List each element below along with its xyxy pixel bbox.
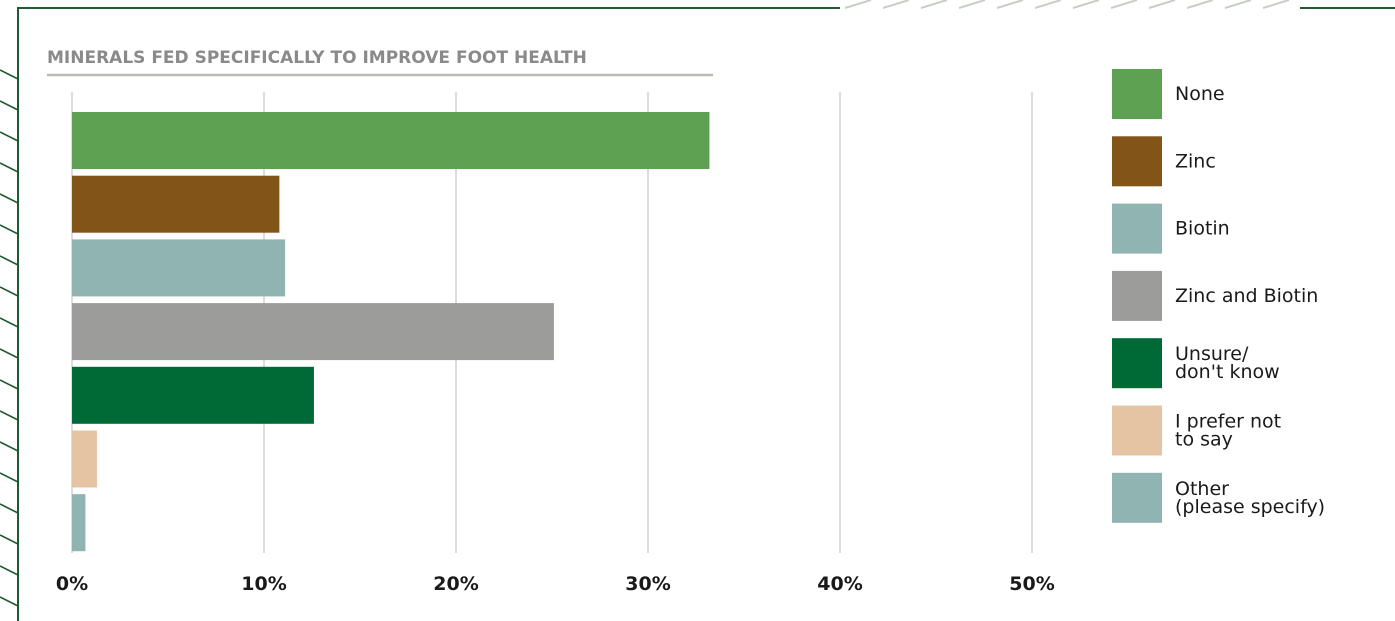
hatch-mark — [1110, 0, 1138, 9]
hatch-mark — [844, 0, 872, 9]
x-tick-label: 50% — [1009, 573, 1054, 595]
legend-label: None — [1175, 83, 1225, 105]
bar — [72, 112, 710, 169]
legend-label: Biotin — [1175, 218, 1230, 240]
bar — [72, 175, 280, 233]
hatch-mark — [0, 410, 19, 421]
hatch-mark — [958, 0, 986, 9]
hatch-mark — [882, 0, 910, 9]
hatch-mark — [0, 534, 19, 545]
legend-label: to say — [1175, 429, 1233, 451]
x-axis-ticks: 0% 10% 20% 30% 40% 50% — [56, 573, 1055, 595]
legend-label: don't know — [1175, 361, 1280, 383]
hatch-mark — [0, 286, 19, 297]
legend-label: Zinc and Biotin — [1175, 285, 1318, 307]
legend-label: Unsure/ — [1175, 343, 1249, 365]
hatch-mark — [0, 596, 19, 607]
hatch-mark — [1072, 0, 1100, 9]
hatch-mark — [0, 100, 19, 111]
legend-label: Zinc — [1175, 150, 1216, 172]
x-tick-label: 40% — [817, 573, 862, 595]
hatch-mark — [0, 441, 19, 452]
legend-swatch — [1112, 270, 1162, 321]
hatch-mark — [0, 131, 19, 142]
hatch-mark — [0, 472, 19, 483]
hatch-mark — [0, 317, 19, 328]
legend-swatch — [1112, 405, 1162, 456]
x-tick-label: 10% — [241, 573, 286, 595]
hatch-mark — [1034, 0, 1062, 9]
hatch-mark — [0, 503, 19, 514]
hatch-mark — [0, 193, 19, 204]
hatch-mark — [0, 69, 19, 80]
hatch-mark — [1148, 0, 1176, 9]
hatch-mark — [920, 0, 948, 9]
hatch-mark — [0, 348, 19, 359]
legend-swatch — [1112, 136, 1162, 187]
frame-border — [17, 7, 1395, 621]
bar — [72, 239, 286, 297]
legend-swatch — [1112, 69, 1162, 119]
bar — [72, 303, 554, 361]
bars — [72, 112, 710, 552]
hatch-mark — [0, 224, 19, 235]
legend-label: Other — [1175, 478, 1229, 500]
hatch-mark — [1262, 0, 1290, 9]
legend-label: (please specify) — [1175, 496, 1325, 518]
legend: None Zinc Biotin Zinc and Biotin Unsure/don'… — [1112, 69, 1325, 523]
hatch-mark — [1186, 0, 1214, 9]
bar — [72, 366, 314, 424]
hatch-mark — [0, 162, 19, 173]
hatch-decoration-left — [0, 69, 19, 607]
bar — [72, 494, 86, 552]
x-tick-label: 20% — [433, 573, 478, 595]
chart-title: MINERALS FED SPECIFICALLY TO IMPROVE FOO… — [47, 48, 587, 68]
bar — [72, 430, 97, 488]
hatch-mark — [1224, 0, 1252, 9]
hatch-mark — [996, 0, 1024, 9]
legend-swatch — [1112, 472, 1162, 523]
x-tick-label: 30% — [625, 573, 670, 595]
hatch-mark — [0, 565, 19, 576]
hatch-mark — [0, 379, 19, 390]
hatch-mark — [0, 255, 19, 266]
legend-swatch — [1112, 338, 1162, 389]
legend-swatch — [1112, 203, 1162, 254]
x-tick-label: 0% — [56, 573, 88, 595]
hatch-decoration-top — [844, 0, 1290, 9]
legend-label: I prefer not — [1175, 411, 1281, 433]
